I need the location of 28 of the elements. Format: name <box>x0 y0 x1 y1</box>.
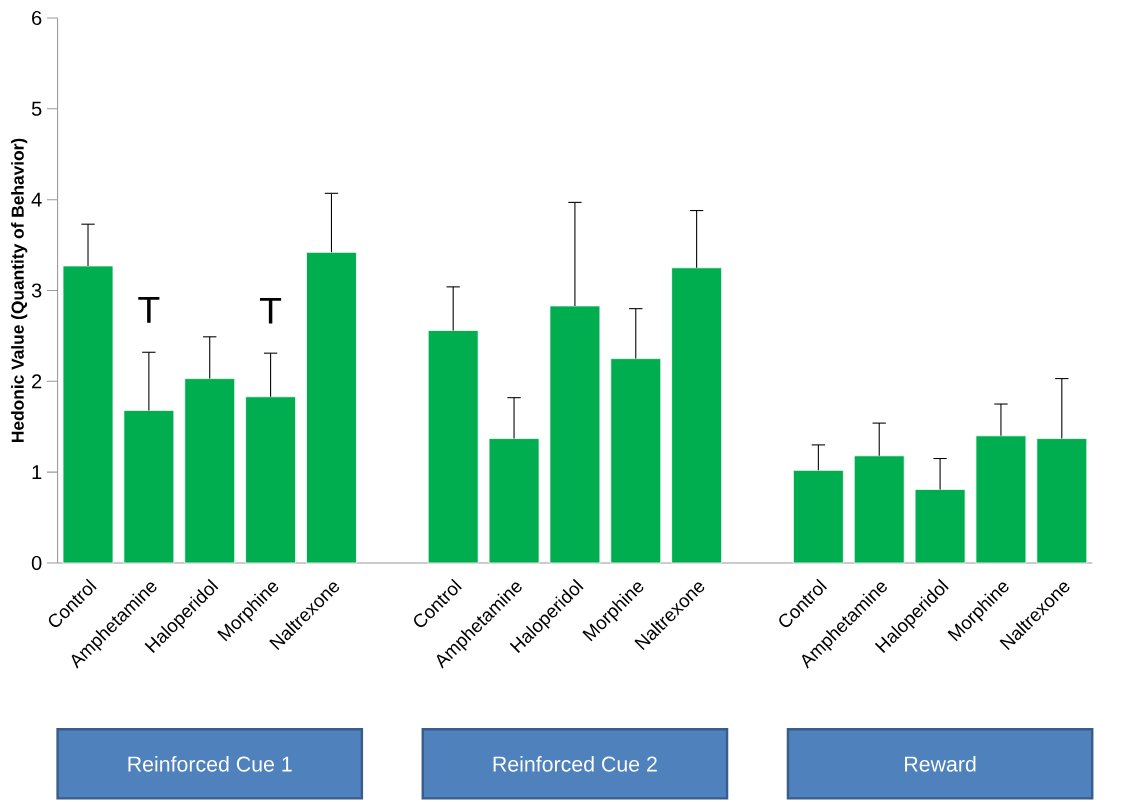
bar <box>975 435 1027 564</box>
bar <box>914 489 966 564</box>
data-label: T <box>138 296 160 323</box>
bar <box>1036 438 1088 564</box>
y-tick-label: 6 <box>32 10 42 26</box>
bar <box>610 358 662 564</box>
bar <box>853 455 905 564</box>
data-label: T <box>260 297 282 324</box>
y-tick-label: 0 <box>31 555 42 571</box>
bar <box>549 305 601 564</box>
y-tick-label: 4 <box>31 192 42 207</box>
bar <box>488 438 540 564</box>
text: Reinforced Cue 2 <box>493 755 657 772</box>
y-tick-label: 3 <box>31 283 42 298</box>
bar <box>306 251 357 564</box>
y-tick-label: 1 <box>32 465 42 480</box>
text: Reward <box>905 755 976 772</box>
bar <box>245 396 296 564</box>
bar <box>184 378 236 564</box>
y-tick-label: 5 <box>31 101 42 116</box>
bar <box>427 330 479 564</box>
bar <box>671 267 723 564</box>
bar <box>123 409 175 564</box>
y-axis-title: Hedonic Value (Quantity of Behavior) <box>11 138 28 442</box>
bar <box>62 265 114 564</box>
y-tick-label: 2 <box>32 374 42 389</box>
text: Reinforced Cue 1 <box>128 755 292 772</box>
bar <box>792 469 844 564</box>
